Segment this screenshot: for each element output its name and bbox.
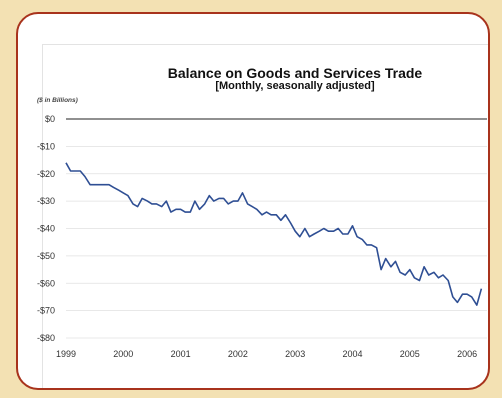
x-tick-label: 2005: [400, 349, 420, 359]
chart-title: Balance on Goods and Services Trade: [167, 65, 423, 81]
x-tick-label: 2000: [113, 349, 133, 359]
y-tick-label: -$10: [37, 141, 55, 151]
x-tick-label: 2003: [285, 349, 305, 359]
y-tick-label: -$30: [37, 196, 55, 206]
x-tick-label: 2002: [228, 349, 248, 359]
x-tick-label: 2004: [342, 349, 362, 359]
series-line: [65, 162, 483, 306]
y-tick-label: -$50: [37, 251, 55, 261]
y-tick-label: -$60: [37, 278, 55, 288]
y-tick-label: -$20: [37, 169, 55, 179]
chart-subtitle: [Monthly, seasonally adjusted]: [215, 80, 375, 92]
y-tick-label: -$80: [37, 333, 55, 343]
y-tick-label: -$70: [37, 306, 55, 316]
x-tick-label: 2001: [171, 349, 191, 359]
x-tick-label: 2006: [457, 349, 477, 359]
y-tick-label: $0: [45, 114, 55, 124]
x-tick-label: 1999: [56, 349, 76, 359]
chart-panel: [42, 44, 488, 388]
y-axis-units: ($ in Billions): [37, 97, 78, 104]
y-tick-label: -$40: [37, 224, 55, 234]
